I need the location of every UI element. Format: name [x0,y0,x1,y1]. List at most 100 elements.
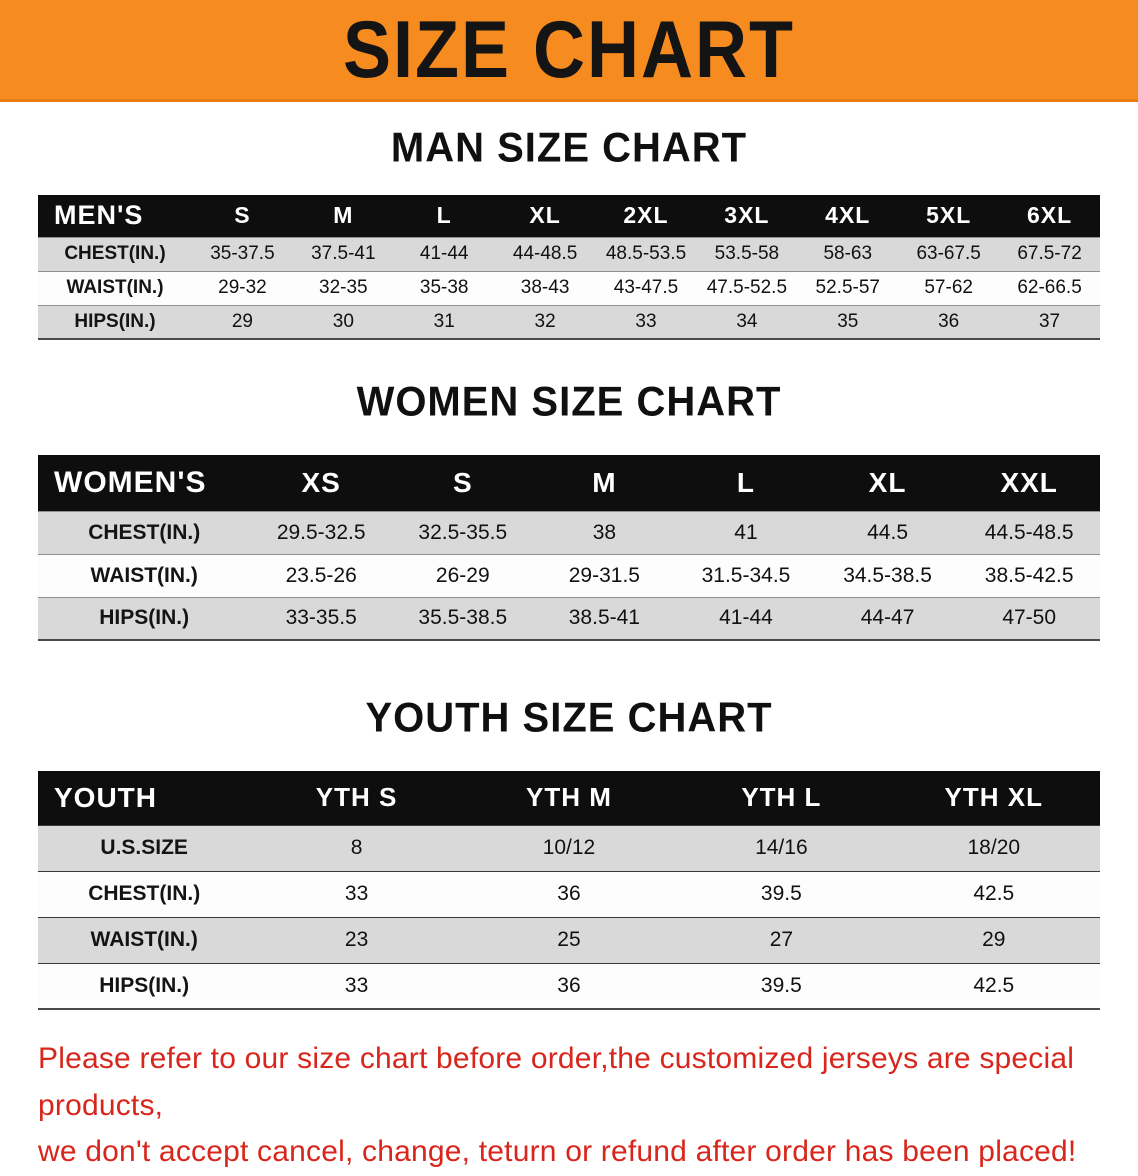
table-cell: 44.5 [816,510,959,554]
size-header-cell: S [191,195,293,237]
size-header-cell: L [675,455,817,511]
table-cell: 35 [797,304,899,340]
table-title-cell: WOMEN'S [38,455,251,511]
row-label: WAIST(IN.) [38,916,251,963]
size-header-cell: 6XL [999,195,1100,237]
table-cell: 18/20 [887,824,1100,871]
row-label: U.S.SIZE [38,824,251,871]
banner-title: SIZE CHART [343,4,795,95]
table-cell: 62-66.5 [999,270,1100,305]
header-row: YOUTH YTH S YTH M YTH L YTH XL [38,771,1100,825]
table-title-cell: YOUTH [38,771,251,825]
table-cell: 25 [462,916,676,963]
table-cell: 44-47 [816,596,959,641]
size-header-cell: XL [494,195,596,237]
row-label: WAIST(IN.) [38,553,251,597]
section-women: WOMEN SIZE CHART WOMEN'S XS S M L XL XXL CHEST(I… [0,378,1138,641]
table-cell: 63-67.5 [898,236,1000,271]
section-heading-women: WOMEN SIZE CHART [356,378,782,426]
table-cell: 14/16 [675,824,888,871]
table-cell: 35-38 [393,270,495,305]
size-header-cell: L [393,195,495,237]
table-cell: 42.5 [887,870,1100,917]
table-cell: 29-32 [191,270,293,305]
size-header-cell: M [292,195,394,237]
table-cell: 36 [462,870,676,917]
section-youth: YOUTH SIZE CHART YOUTH YTH S YTH M YTH L YTH … [0,694,1138,1010]
table-cell: 31.5-34.5 [675,553,817,597]
row-label: HIPS(IN.) [38,962,251,1010]
table-cell: 43-47.5 [595,270,697,305]
table-cell: 35.5-38.5 [391,596,534,641]
table-cell: 35-37.5 [191,236,293,271]
table-row: WAIST(IN.) 23 25 27 29 [38,916,1100,963]
table-cell: 29 [887,916,1100,963]
row-label: WAIST(IN.) [38,270,192,305]
table-cell: 41-44 [393,236,495,271]
size-header-cell: 5XL [898,195,1000,237]
size-header-cell: S [391,455,534,511]
size-header-cell: M [533,455,676,511]
table-row: WAIST(IN.) 23.5-26 26-29 29-31.5 31.5-34.5 34… [38,553,1100,597]
table-cell: 33-35.5 [250,596,392,641]
row-label: CHEST(IN.) [38,236,192,271]
table-cell: 36 [462,962,676,1010]
size-header-cell: 4XL [797,195,899,237]
section-men: MAN SIZE CHART MEN'S S M L XL 2XL 3XL 4XL 5XL 6XL C… [0,125,1138,340]
table-cell: 67.5-72 [999,236,1100,271]
table-cell: 37 [999,304,1100,340]
table-row: HIPS(IN.) 33-35.5 35.5-38.5 38.5-41 41-44 44-… [38,596,1100,641]
header-row: MEN'S S M L XL 2XL 3XL 4XL 5XL 6XL [38,195,1100,237]
row-label: HIPS(IN.) [38,304,192,340]
size-header-cell: YTH XL [887,771,1100,825]
table-cell: 44.5-48.5 [958,510,1100,554]
table-cell: 33 [250,870,463,917]
header-row: WOMEN'S XS S M L XL XXL [38,455,1100,511]
table-cell: 34 [696,304,798,340]
table-cell: 38.5-41 [533,596,676,641]
table-cell: 27 [675,916,888,963]
table-row: HIPS(IN.) 33 36 39.5 42.5 [38,962,1100,1010]
size-header-cell: XS [250,455,392,511]
table-row: U.S.SIZE 8 10/12 14/16 18/20 [38,824,1100,871]
section-heading-youth: YOUTH SIZE CHART [365,694,773,742]
size-header-cell: YTH M [462,771,676,825]
table-cell: 39.5 [675,962,888,1010]
size-header-cell: YTH S [250,771,463,825]
banner: SIZE CHART [0,0,1138,102]
size-header-cell: 2XL [595,195,697,237]
row-label: CHEST(IN.) [38,510,251,554]
table-cell: 26-29 [391,553,534,597]
table-cell: 52.5-57 [797,270,899,305]
row-label: HIPS(IN.) [38,596,251,641]
table-cell: 37.5-41 [292,236,394,271]
size-table-youth: YOUTH YTH S YTH M YTH L YTH XL U.S.SIZE 8 10/12… [38,771,1100,1010]
table-cell: 36 [898,304,1000,340]
table-row: CHEST(IN.) 35-37.5 37.5-41 41-44 44-48.5 48.5… [38,236,1100,271]
table-cell: 58-63 [797,236,899,271]
size-header-cell: 3XL [696,195,798,237]
table-cell: 47.5-52.5 [696,270,798,305]
table-cell: 29-31.5 [533,553,676,597]
table-row: CHEST(IN.) 29.5-32.5 32.5-35.5 38 41 44.5 44.5… [38,510,1100,554]
notice-line-2: we don't accept cancel, change, teturn o… [38,1135,1077,1168]
table-cell: 32 [494,304,596,340]
table-row: HIPS(IN.) 29 30 31 32 33 34 35 36 37 [38,304,1100,340]
table-row: WAIST(IN.) 29-32 32-35 35-38 38-43 43-47.5 47.… [38,270,1100,305]
table-cell: 23.5-26 [250,553,392,597]
size-table-women: WOMEN'S XS S M L XL XXL CHEST(IN.) 29.5-32.5 32.5… [38,455,1100,641]
table-cell: 41 [675,510,817,554]
table-cell: 39.5 [675,870,888,917]
table-cell: 53.5-58 [696,236,798,271]
size-header-cell: XL [816,455,959,511]
row-label: CHEST(IN.) [38,870,251,917]
table-cell: 32-35 [292,270,394,305]
table-cell: 29.5-32.5 [250,510,392,554]
table-cell: 48.5-53.5 [595,236,697,271]
table-cell: 31 [393,304,495,340]
size-header-cell: YTH L [675,771,888,825]
table-cell: 38.5-42.5 [958,553,1100,597]
table-cell: 41-44 [675,596,817,641]
table-cell: 8 [250,824,463,871]
